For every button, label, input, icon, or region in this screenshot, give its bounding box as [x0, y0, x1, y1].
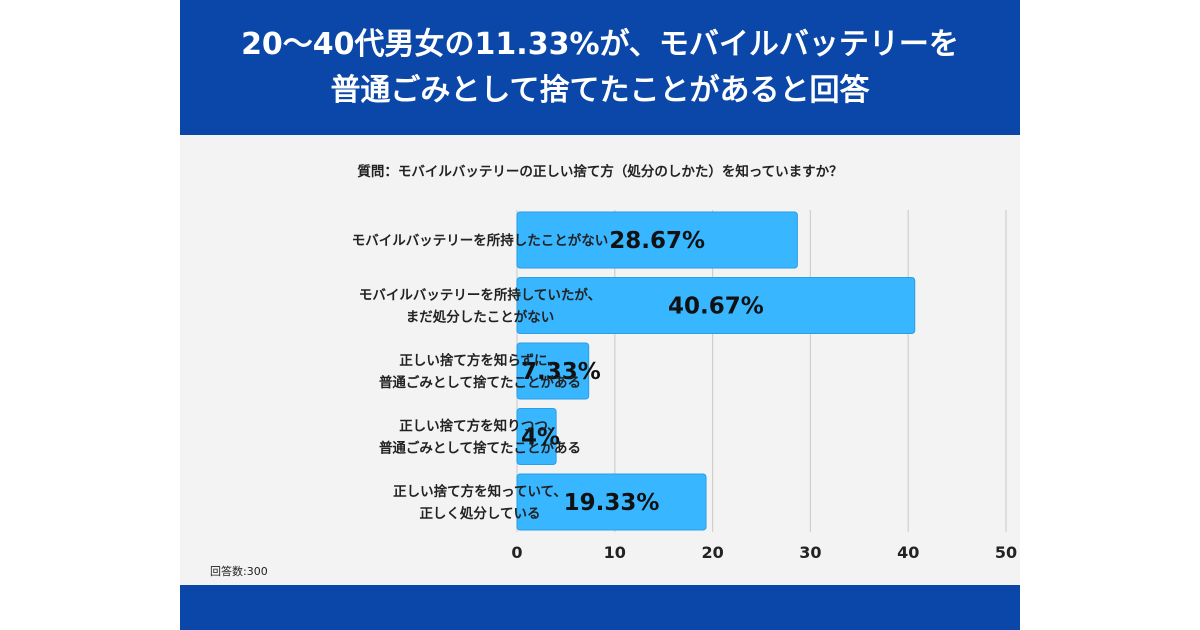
bar — [516, 277, 916, 334]
footer-band — [180, 585, 1020, 630]
respondent-count: 回答数:300 — [210, 565, 268, 578]
category-label: モバイルバッテリーを所持したことがない — [352, 232, 609, 249]
bar — [516, 342, 590, 400]
title-line-2: 普通ごみとして捨てたことがあると回答 — [330, 73, 870, 108]
header-band: 20〜40代男女の11.33%が、モバイルバッテリーを 普通ごみとして捨てたこと… — [180, 0, 1020, 135]
category-label: モバイルバッテリーを所持していたが、まだ処分したことがない — [359, 287, 601, 326]
data-label: 4% — [521, 425, 560, 451]
x-tick-label: 10 — [604, 543, 626, 562]
category-label: 正しい捨て方を知らずに、普通ごみとして捨てたことがある — [379, 352, 581, 391]
data-label: 19.33% — [564, 490, 660, 516]
bar — [516, 211, 798, 269]
data-label: 7.33% — [521, 359, 601, 385]
category-label: 正しい捨て方を知っていて、正しく処分している — [393, 483, 567, 522]
title-line-1: 20〜40代男女の11.33%が、モバイルバッテリーを — [241, 27, 959, 62]
bar — [516, 408, 557, 465]
category-label: 正しい捨て方を知りつつ、普通ごみとして捨てたことがある — [379, 418, 581, 457]
x-tick-label: 40 — [897, 543, 919, 562]
x-tick-label: 30 — [799, 543, 821, 562]
x-tick-label: 20 — [701, 543, 723, 562]
bar-chart: 0 10 20 30 40 50 28.67%モバイルバッテリーを所持したことがない 40.6… — [352, 210, 1017, 562]
x-tick-label: 50 — [995, 543, 1017, 562]
data-label: 40.67% — [668, 294, 764, 320]
infographic-card: 20〜40代男女の11.33%が、モバイルバッテリーを 普通ごみとして捨てたこと… — [180, 0, 1020, 630]
page-title: 20〜40代男女の11.33%が、モバイルバッテリーを 普通ごみとして捨てたこと… — [180, 22, 1020, 114]
data-label: 28.67% — [609, 228, 705, 254]
survey-question: 質問：モバイルバッテリーの正しい捨て方（処分のしかた）を知っていますか？ — [357, 164, 843, 180]
bar — [516, 473, 707, 531]
x-tick-label: 0 — [511, 543, 522, 562]
